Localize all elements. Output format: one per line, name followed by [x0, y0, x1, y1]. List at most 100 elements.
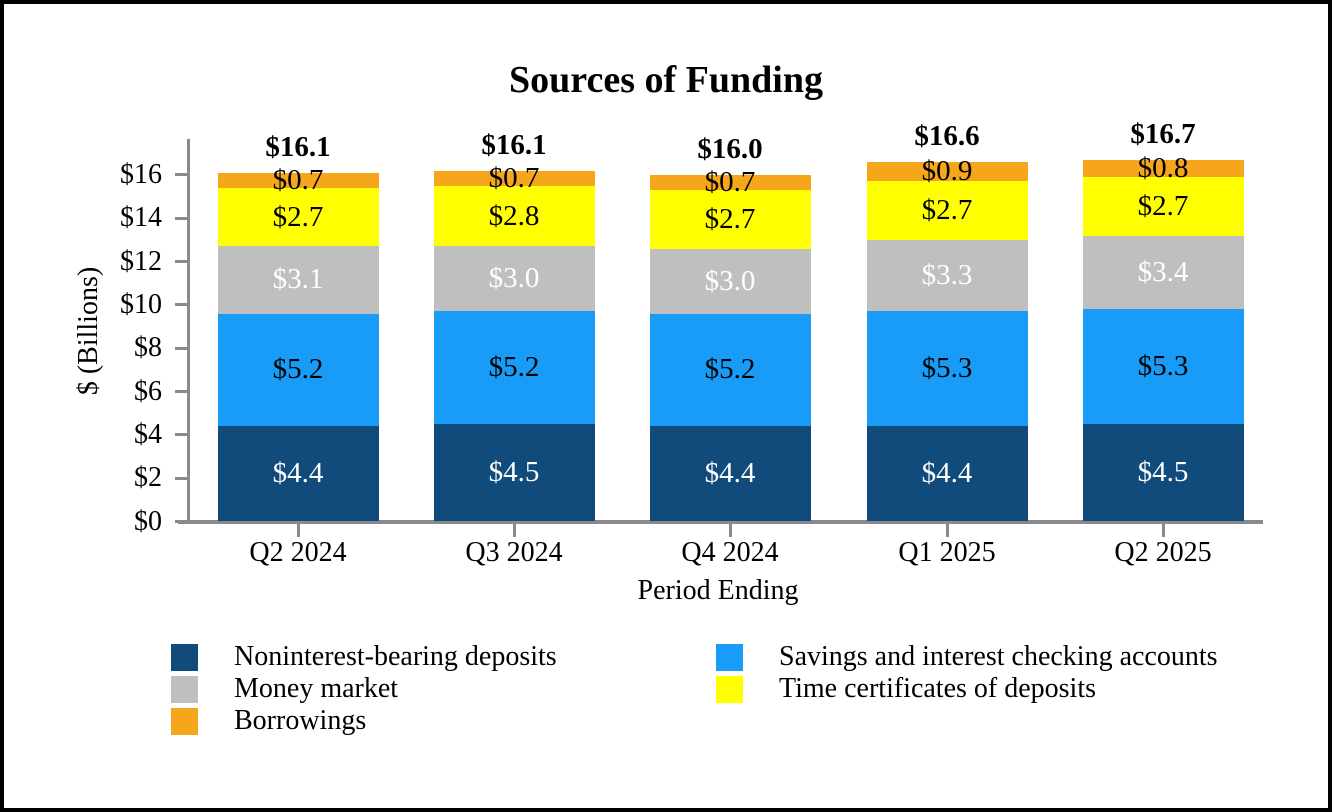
bar-total-label: $16.1: [481, 128, 547, 161]
y-tick-mark: [175, 173, 188, 177]
segment-value-label: $2.7: [921, 194, 973, 227]
y-tick-mark: [175, 216, 188, 220]
x-tick-mark: [729, 524, 732, 537]
y-tick-label: $16: [120, 158, 162, 190]
bar-segment: $4.5: [433, 424, 595, 522]
legend-item: Noninterest-bearing deposits: [171, 641, 557, 673]
bar-segment: $5.2: [433, 311, 595, 425]
legend-item-label: Time certificates of deposits: [779, 673, 1097, 704]
legend-swatch: [171, 707, 198, 735]
segment-value-label: $5.2: [488, 351, 540, 384]
bar-segment: $4.4: [866, 426, 1028, 522]
segment-value-label: $4.4: [704, 457, 756, 490]
bar-segment: $4.4: [649, 426, 811, 522]
segment-value-label: $4.4: [272, 457, 324, 490]
y-tick-mark: [175, 390, 188, 394]
y-tick-label: $12: [120, 245, 162, 277]
bar-segment: $2.7: [866, 181, 1028, 240]
legend-swatch: [716, 643, 743, 671]
x-tick-mark: [1162, 524, 1165, 537]
y-axis-line: [187, 139, 190, 522]
plot-area: $0 $2 $4 $6 $8 $10 $12 $14 $16 $4.4 $5.2 $3.1 $2.7 $0…: [4, 4, 1328, 808]
y-tick-label: $2: [134, 462, 162, 494]
bar-segment: $5.3: [866, 311, 1028, 427]
y-tick-label: $4: [134, 418, 162, 450]
y-tick-mark: [175, 520, 188, 523]
segment-value-label: $0.7: [272, 163, 324, 196]
segment-value-label: $4.4: [921, 457, 973, 490]
segment-value-label: $2.8: [488, 199, 540, 232]
bar-segment: $0.7: [649, 168, 811, 197]
segment-value-label: $5.2: [704, 353, 756, 386]
bar-total-label: $16.1: [265, 130, 331, 163]
y-tick-label: $8: [134, 332, 162, 364]
segment-value-label: $3.1: [272, 263, 324, 296]
x-tick-label: Q1 2025: [898, 537, 996, 568]
legend-swatch: [171, 643, 198, 671]
y-tick-mark: [175, 433, 188, 437]
bar-segment: $3.0: [433, 246, 595, 312]
y-tick-label: $14: [120, 202, 162, 234]
x-tick-mark: [513, 524, 516, 537]
bar-segment: $3.0: [649, 248, 811, 314]
y-tick-label: $10: [120, 288, 162, 320]
legend-item-label: Savings and interest checking accounts: [779, 641, 1218, 672]
legend-item: Time certificates of deposits: [716, 673, 1218, 705]
legend-column: Noninterest-bearing deposits Money market…: [171, 641, 557, 737]
y-tick-mark: [175, 260, 188, 264]
segment-value-label: $5.2: [272, 353, 324, 386]
bar-segment: $3.1: [217, 246, 379, 314]
legend-item: Money market: [171, 673, 557, 705]
bar-segment: $5.2: [217, 313, 379, 427]
bar-segment: $2.8: [433, 185, 595, 247]
x-axis-line: [178, 520, 1263, 524]
segment-value-label: $3.3: [921, 259, 973, 292]
legend-item: Borrowings: [171, 705, 557, 737]
legend-swatch: [716, 675, 743, 703]
bar-segment: $3.4: [1082, 235, 1244, 310]
bar-segment: $0.9: [866, 157, 1028, 186]
segment-value-label: $2.7: [272, 200, 324, 233]
y-tick-label: $6: [134, 375, 162, 407]
legend-swatch: [171, 675, 198, 703]
segment-value-label: $0.9: [921, 155, 973, 188]
bar-segment: $0.7: [433, 163, 595, 192]
bar-segment: $5.2: [649, 313, 811, 427]
bar-segment: $5.3: [1082, 309, 1244, 425]
y-tick-mark: [175, 346, 188, 350]
legend-item-label: Noninterest-bearing deposits: [234, 641, 557, 672]
x-tick-mark: [297, 524, 300, 537]
segment-value-label: $5.3: [921, 352, 973, 385]
bar-total-label: $16.0: [697, 132, 763, 165]
bar-segment: $0.7: [217, 165, 379, 194]
x-tick-label: Q2 2024: [249, 537, 347, 568]
bar-segment: $2.7: [217, 187, 379, 247]
segment-value-label: $5.3: [1137, 350, 1189, 383]
x-axis-title: Period Ending: [637, 575, 799, 606]
legend-item: Savings and interest checking accounts: [716, 641, 1218, 673]
segment-value-label: $2.7: [1137, 189, 1189, 222]
segment-value-label: $4.5: [488, 456, 540, 489]
y-tick-mark: [175, 303, 188, 307]
segment-value-label: $3.0: [488, 262, 540, 295]
bar-segment: $4.5: [1082, 424, 1244, 522]
segment-value-label: $0.8: [1137, 151, 1189, 184]
segment-value-label: $0.7: [488, 161, 540, 194]
bar-segment: $0.8: [1082, 153, 1244, 182]
x-tick-mark: [946, 524, 949, 537]
bar-segment: $4.4: [217, 426, 379, 522]
segment-value-label: $0.7: [704, 166, 756, 199]
y-tick-label: $0: [134, 505, 162, 537]
x-tick-label: Q4 2024: [681, 537, 779, 568]
x-tick-label: Q2 2025: [1114, 537, 1212, 568]
segment-value-label: $4.5: [1137, 456, 1189, 489]
segment-value-label: $3.4: [1137, 255, 1189, 288]
bar-total-label: $16.7: [1130, 117, 1196, 150]
x-tick-label: Q3 2024: [465, 537, 563, 568]
legend-item-label: Money market: [234, 673, 399, 704]
bar-segment: $2.7: [649, 190, 811, 249]
bar-segment: $3.3: [866, 239, 1028, 312]
segment-value-label: $2.7: [704, 202, 756, 235]
legend-column: Savings and interest checking accounts Ti…: [716, 641, 1218, 705]
